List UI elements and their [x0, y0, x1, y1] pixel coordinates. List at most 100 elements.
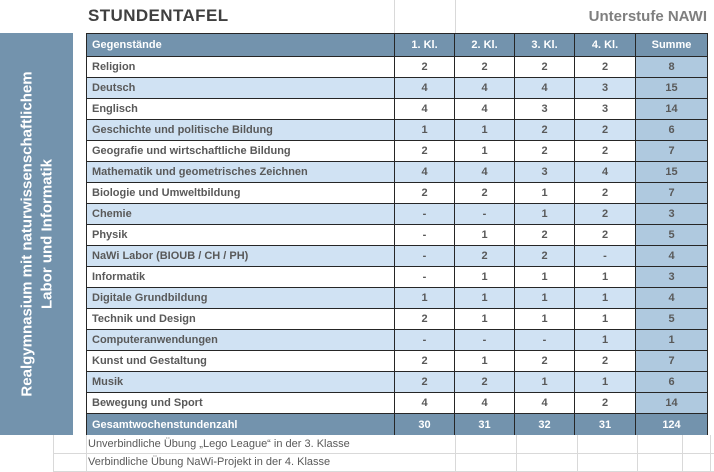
table-row: Biologie und Umweltbildung 2 2 1 2 7 — [86, 182, 708, 204]
hours-cell-class2: 1 — [454, 287, 515, 309]
totals-sum: 124 — [635, 413, 708, 436]
subject-cell: Musik — [86, 371, 395, 393]
table-row: Musik 2 2 1 1 6 — [86, 371, 708, 393]
footnote-nawi-projekt: Verbindliche Übung NaWi-Projekt in der 4… — [88, 456, 331, 468]
subject-cell: Chemie — [86, 203, 395, 225]
totals-class4: 31 — [574, 413, 636, 436]
hours-cell-class3: 3 — [514, 161, 575, 183]
column-header-subjects: Gegenstände — [86, 33, 395, 57]
column-header-sum: Summe — [635, 33, 708, 57]
hours-cell-class2: - — [454, 329, 515, 351]
hours-cell-class3: 2 — [514, 350, 575, 372]
page-subtitle: Unterstufe NAWI — [588, 8, 707, 25]
sum-cell: 15 — [635, 77, 708, 99]
sum-cell: 6 — [635, 371, 708, 393]
hours-cell-class3: 1 — [514, 182, 575, 204]
hours-cell-class4: 2 — [574, 140, 636, 162]
table-row: Chemie - - 1 2 3 — [86, 203, 708, 225]
hours-cell-class3: 2 — [514, 224, 575, 246]
table-row: Computeranwendungen - - - 1 1 — [86, 329, 708, 351]
hours-cell-class1: - — [394, 329, 455, 351]
hours-cell-class1: 2 — [394, 308, 455, 330]
hours-cell-class4: 2 — [574, 182, 636, 204]
table-row: Religion 2 2 2 2 8 — [86, 56, 708, 78]
column-header-class1: 1. Kl. — [394, 33, 455, 57]
table-row: Mathematik und geometrisches Zeichnen 4 … — [86, 161, 708, 183]
subject-cell: Physik — [86, 224, 395, 246]
page-title: STUNDENTAFEL — [88, 6, 229, 25]
sum-cell: 8 — [635, 56, 708, 78]
hours-cell-class1: 1 — [394, 119, 455, 141]
hours-cell-class4: 1 — [574, 308, 636, 330]
hours-cell-class4: 2 — [574, 392, 636, 414]
hours-cell-class1: 2 — [394, 182, 455, 204]
hours-cell-class3: 3 — [514, 98, 575, 120]
subject-cell: Deutsch — [86, 77, 395, 99]
hours-cell-class2: 2 — [454, 371, 515, 393]
table-row: NaWi Labor (BIOUB / CH / PH) - 2 2 - 4 — [86, 245, 708, 267]
hours-cell-class1: - — [394, 245, 455, 267]
hours-cell-class3: 2 — [514, 119, 575, 141]
hours-cell-class1: 4 — [394, 77, 455, 99]
table-row: Englisch 4 4 3 3 14 — [86, 98, 708, 120]
sheet-gridline — [394, 0, 395, 33]
hours-cell-class3: 1 — [514, 203, 575, 225]
hours-cell-class4: 2 — [574, 350, 636, 372]
hours-cell-class1: - — [394, 224, 455, 246]
subject-cell: Geografie und wirtschaftliche Bildung — [86, 140, 395, 162]
hours-cell-class3: 2 — [514, 56, 575, 78]
hours-cell-class2: 4 — [454, 392, 515, 414]
hours-cell-class4: 4 — [574, 161, 636, 183]
hours-cell-class2: 1 — [454, 140, 515, 162]
subject-cell: Digitale Grundbildung — [86, 287, 395, 309]
sum-cell: 14 — [635, 392, 708, 414]
sum-cell: 15 — [635, 161, 708, 183]
totals-class3: 32 — [514, 413, 575, 436]
subject-cell: Computeranwendungen — [86, 329, 395, 351]
sum-cell: 3 — [635, 266, 708, 288]
hours-cell-class2: 4 — [454, 98, 515, 120]
hours-cell-class1: 4 — [394, 161, 455, 183]
footnote-lego-league: Unverbindliche Übung „Lego League“ in de… — [88, 438, 350, 450]
hours-cell-class3: 1 — [514, 266, 575, 288]
subject-cell: Mathematik und geometrisches Zeichnen — [86, 161, 395, 183]
sum-cell: 4 — [635, 245, 708, 267]
sheet-gridline — [455, 0, 456, 33]
hours-cell-class1: - — [394, 266, 455, 288]
sum-cell: 14 — [635, 98, 708, 120]
hours-cell-class1: - — [394, 203, 455, 225]
hours-table-container: Gegenstände 1. Kl. 2. Kl. 3. Kl. 4. Kl. … — [86, 33, 708, 436]
subject-cell: Englisch — [86, 98, 395, 120]
hours-cell-class4: 2 — [574, 56, 636, 78]
subject-cell: Kunst und Gestaltung — [86, 350, 395, 372]
hours-cell-class2: 4 — [454, 161, 515, 183]
sum-cell: 1 — [635, 329, 708, 351]
totals-class1: 30 — [394, 413, 455, 436]
hours-cell-class1: 2 — [394, 140, 455, 162]
hours-cell-class2: 2 — [454, 182, 515, 204]
table-row: Informatik - 1 1 1 3 — [86, 266, 708, 288]
hours-cell-class1: 2 — [394, 371, 455, 393]
hours-cell-class2: - — [454, 203, 515, 225]
title-bar: STUNDENTAFEL Unterstufe NAWI — [0, 0, 714, 33]
table-row: Deutsch 4 4 4 3 15 — [86, 77, 708, 99]
hours-cell-class2: 1 — [454, 308, 515, 330]
hours-cell-class3: - — [514, 329, 575, 351]
column-header-class2: 2. Kl. — [454, 33, 515, 57]
sum-cell: 3 — [635, 203, 708, 225]
hours-cell-class4: 1 — [574, 329, 636, 351]
totals-class2: 31 — [454, 413, 515, 436]
hours-cell-class4: 1 — [574, 287, 636, 309]
subject-cell: NaWi Labor (BIOUB / CH / PH) — [86, 245, 395, 267]
table-row: Digitale Grundbildung 1 1 1 1 4 — [86, 287, 708, 309]
school-type-sidebar: Realgymnasium mit naturwissenschaftliche… — [0, 33, 73, 435]
hours-cell-class3: 1 — [514, 308, 575, 330]
table-row: Kunst und Gestaltung 2 1 2 2 7 — [86, 350, 708, 372]
hours-cell-class4: 3 — [574, 98, 636, 120]
hours-cell-class1: 2 — [394, 350, 455, 372]
hours-cell-class2: 1 — [454, 119, 515, 141]
hours-cell-class2: 1 — [454, 350, 515, 372]
subject-cell: Bewegung und Sport — [86, 392, 395, 414]
hours-cell-class4: 2 — [574, 224, 636, 246]
